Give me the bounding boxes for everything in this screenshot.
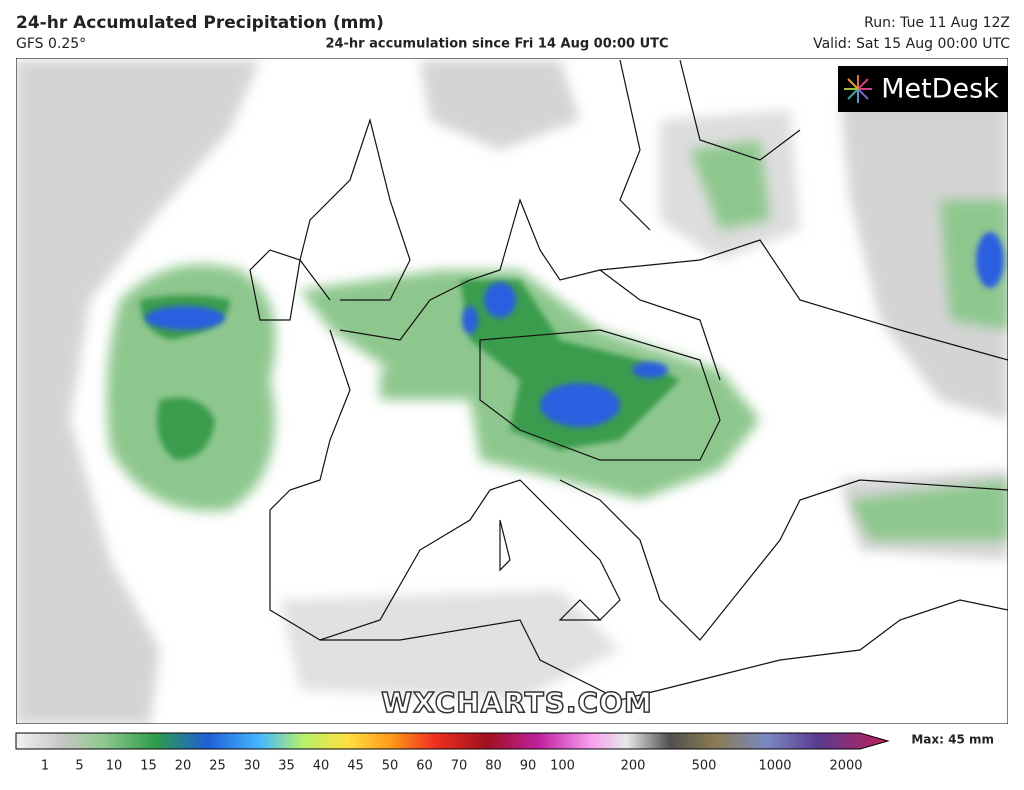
heavy-precip — [140, 280, 680, 460]
model: GFS 0.25° — [16, 36, 86, 52]
colorbar-ticks: 1 5 10 15 20 25 30 35 40 45 50 60 70 80 90 100 200 500 100… — [41, 759, 863, 774]
colorbar-tick-label: 70 — [451, 759, 468, 774]
subtitle: 24-hr accumulation since Fri 14 Aug 00:0… — [325, 37, 668, 52]
colorbar-tick-label: 30 — [244, 759, 261, 774]
colorbar-tick-label: 20 — [175, 759, 192, 774]
map — [16, 58, 1008, 724]
colorbar-tick-label: 45 — [347, 759, 364, 774]
colorbar-tick-label: 200 — [621, 759, 646, 774]
logo-text: MetDesk — [881, 74, 999, 105]
colorbar-tick-label: 15 — [140, 759, 157, 774]
valid-time: Valid: Sat 15 Aug 00:00 UTC — [813, 36, 1010, 52]
colorbar-tick-label: 1 — [41, 759, 49, 774]
colorbar-tick-label: 100 — [550, 759, 575, 774]
colorbar-tick-label: 90 — [520, 759, 537, 774]
watermark: WXCHARTS.COM — [381, 686, 653, 719]
colorbar-tick-label: 60 — [416, 759, 433, 774]
coastlines — [249, 59, 1008, 701]
colorbar-tick-label: 10 — [106, 759, 123, 774]
colorbar-tick-label: 500 — [692, 759, 717, 774]
colorbar-tick-label: 5 — [75, 759, 83, 774]
max-label: Max: 45 mm — [911, 733, 994, 747]
colorbar-tick-label: 2000 — [829, 759, 862, 774]
intense-precip — [145, 232, 1004, 427]
run-time: Run: Tue 11 Aug 12Z — [864, 15, 1010, 31]
title: 24-hr Accumulated Precipitation (mm) — [16, 13, 384, 33]
colorbar-tick-label: 35 — [278, 759, 295, 774]
logo-icon — [844, 75, 872, 103]
colorbar-tick-label: 1000 — [758, 759, 791, 774]
colorbar — [15, 732, 890, 750]
colorbar-tick-label: 40 — [313, 759, 330, 774]
colorbar-tick-label: 80 — [485, 759, 502, 774]
colorbar-tick-label: 50 — [382, 759, 399, 774]
colorbar-tick-label: 25 — [209, 759, 226, 774]
